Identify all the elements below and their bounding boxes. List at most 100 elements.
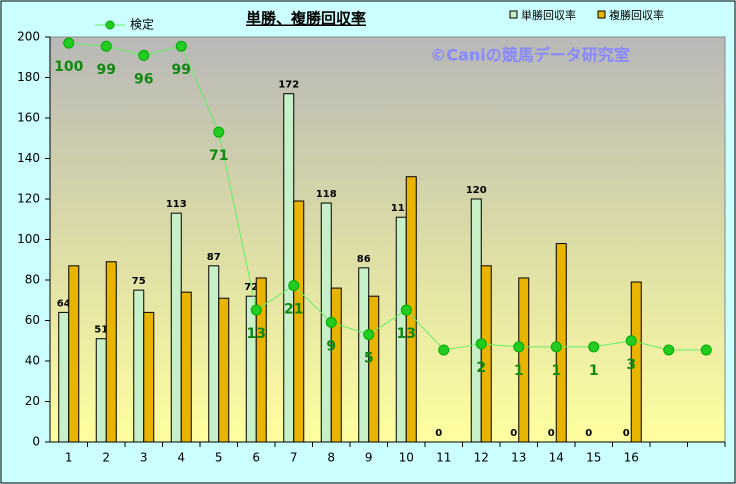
data-label: 0 — [585, 428, 592, 439]
line-label: 21 — [284, 302, 303, 318]
bar — [58, 311, 70, 443]
x-tick-label: 16 — [624, 451, 639, 465]
line-label: 99 — [172, 62, 191, 78]
bar — [68, 265, 80, 443]
x-tick-label: 1 — [65, 451, 73, 465]
line-label: 99 — [97, 62, 116, 78]
line-label: 1 — [589, 363, 599, 379]
line-label: 71 — [209, 148, 228, 164]
legend-label: 単勝回収率 — [521, 8, 576, 22]
y-tick-label: 200 — [17, 30, 40, 44]
line-point — [175, 40, 187, 52]
x-tick-label: 9 — [365, 451, 373, 465]
data-label: 51 — [94, 325, 108, 336]
line-point — [700, 344, 712, 356]
line-label: 9 — [326, 338, 336, 354]
line-point — [588, 341, 600, 353]
legend-label: 複勝回収率 — [609, 8, 664, 22]
line-label: 13 — [397, 326, 416, 342]
data-label: 86 — [357, 254, 371, 265]
watermark: ©Caniの競馬データ研究室 — [430, 46, 629, 65]
data-label: 0 — [510, 428, 517, 439]
bar — [518, 277, 530, 443]
y-tick-label: 180 — [17, 70, 40, 84]
line-point — [288, 280, 300, 292]
data-label: 172 — [278, 80, 299, 91]
plot-area — [49, 36, 726, 443]
x-tick-label: 7 — [290, 451, 298, 465]
data-label: 64 — [57, 298, 71, 309]
data-label: 118 — [316, 189, 337, 200]
line-point — [400, 304, 412, 316]
line-point — [438, 344, 450, 356]
x-tick-label: 14 — [549, 451, 564, 465]
bar — [368, 295, 380, 443]
x-tick-label: 4 — [177, 451, 185, 465]
x-tick-label: 6 — [252, 451, 260, 465]
line-point — [325, 316, 337, 328]
line-label: 1 — [514, 363, 524, 379]
line-label: 3 — [626, 357, 636, 373]
data-label: 113 — [166, 199, 187, 210]
line-label: 1 — [551, 363, 561, 379]
line-label: 13 — [247, 326, 266, 342]
line-point — [100, 40, 112, 52]
bar — [170, 212, 182, 443]
legend-swatch — [509, 10, 518, 19]
x-tick-label: 15 — [586, 451, 601, 465]
line-point — [663, 344, 675, 356]
y-tick-label: 160 — [17, 111, 40, 125]
bar — [245, 295, 257, 443]
line — [68, 42, 707, 351]
data-label: 0 — [623, 428, 630, 439]
y-tick-label: 80 — [25, 273, 40, 287]
bar — [95, 338, 107, 443]
line-point — [513, 341, 525, 353]
bar — [480, 265, 492, 443]
line-point — [63, 37, 75, 49]
bar — [105, 261, 117, 443]
x-tick-label: 2 — [102, 451, 110, 465]
bar — [283, 93, 295, 443]
bar — [180, 291, 192, 443]
y-tick-label: 20 — [25, 394, 40, 408]
y-tick-label: 0 — [32, 435, 40, 449]
legend-marker — [105, 20, 115, 30]
data-label: 120 — [466, 185, 487, 196]
line-point — [625, 335, 637, 347]
x-tick-label: 5 — [215, 451, 223, 465]
x-tick-label: 8 — [327, 451, 335, 465]
y-tick-label: 40 — [25, 354, 40, 368]
legend-label: 検定 — [130, 17, 154, 32]
y-tick-label: 120 — [17, 192, 40, 206]
line-label: 5 — [364, 351, 374, 367]
line-point — [138, 49, 150, 61]
x-tick-label: 11 — [436, 451, 451, 465]
data-label: 0 — [435, 428, 442, 439]
x-tick-label: 3 — [140, 451, 148, 465]
bar — [208, 265, 220, 443]
data-label: 75 — [132, 276, 146, 287]
bar — [470, 198, 482, 443]
y-tick-label: 100 — [17, 232, 40, 246]
data-label: 0 — [548, 428, 555, 439]
line-point — [550, 341, 562, 353]
y-tick-label: 140 — [17, 151, 40, 165]
bar — [293, 200, 305, 443]
line-point — [213, 126, 225, 138]
line-label: 2 — [476, 360, 486, 376]
x-tick-label: 13 — [511, 451, 526, 465]
line-point — [363, 329, 375, 341]
bar — [143, 311, 155, 443]
bar — [218, 297, 230, 443]
bar — [630, 281, 642, 443]
bar — [330, 287, 342, 443]
chart-title: 単勝、複勝回収率 — [246, 10, 366, 28]
data-label: 87 — [207, 252, 221, 263]
x-tick-label: 10 — [399, 451, 414, 465]
line-label: 100 — [54, 59, 83, 75]
line-point — [475, 338, 487, 350]
line-point — [250, 304, 262, 316]
